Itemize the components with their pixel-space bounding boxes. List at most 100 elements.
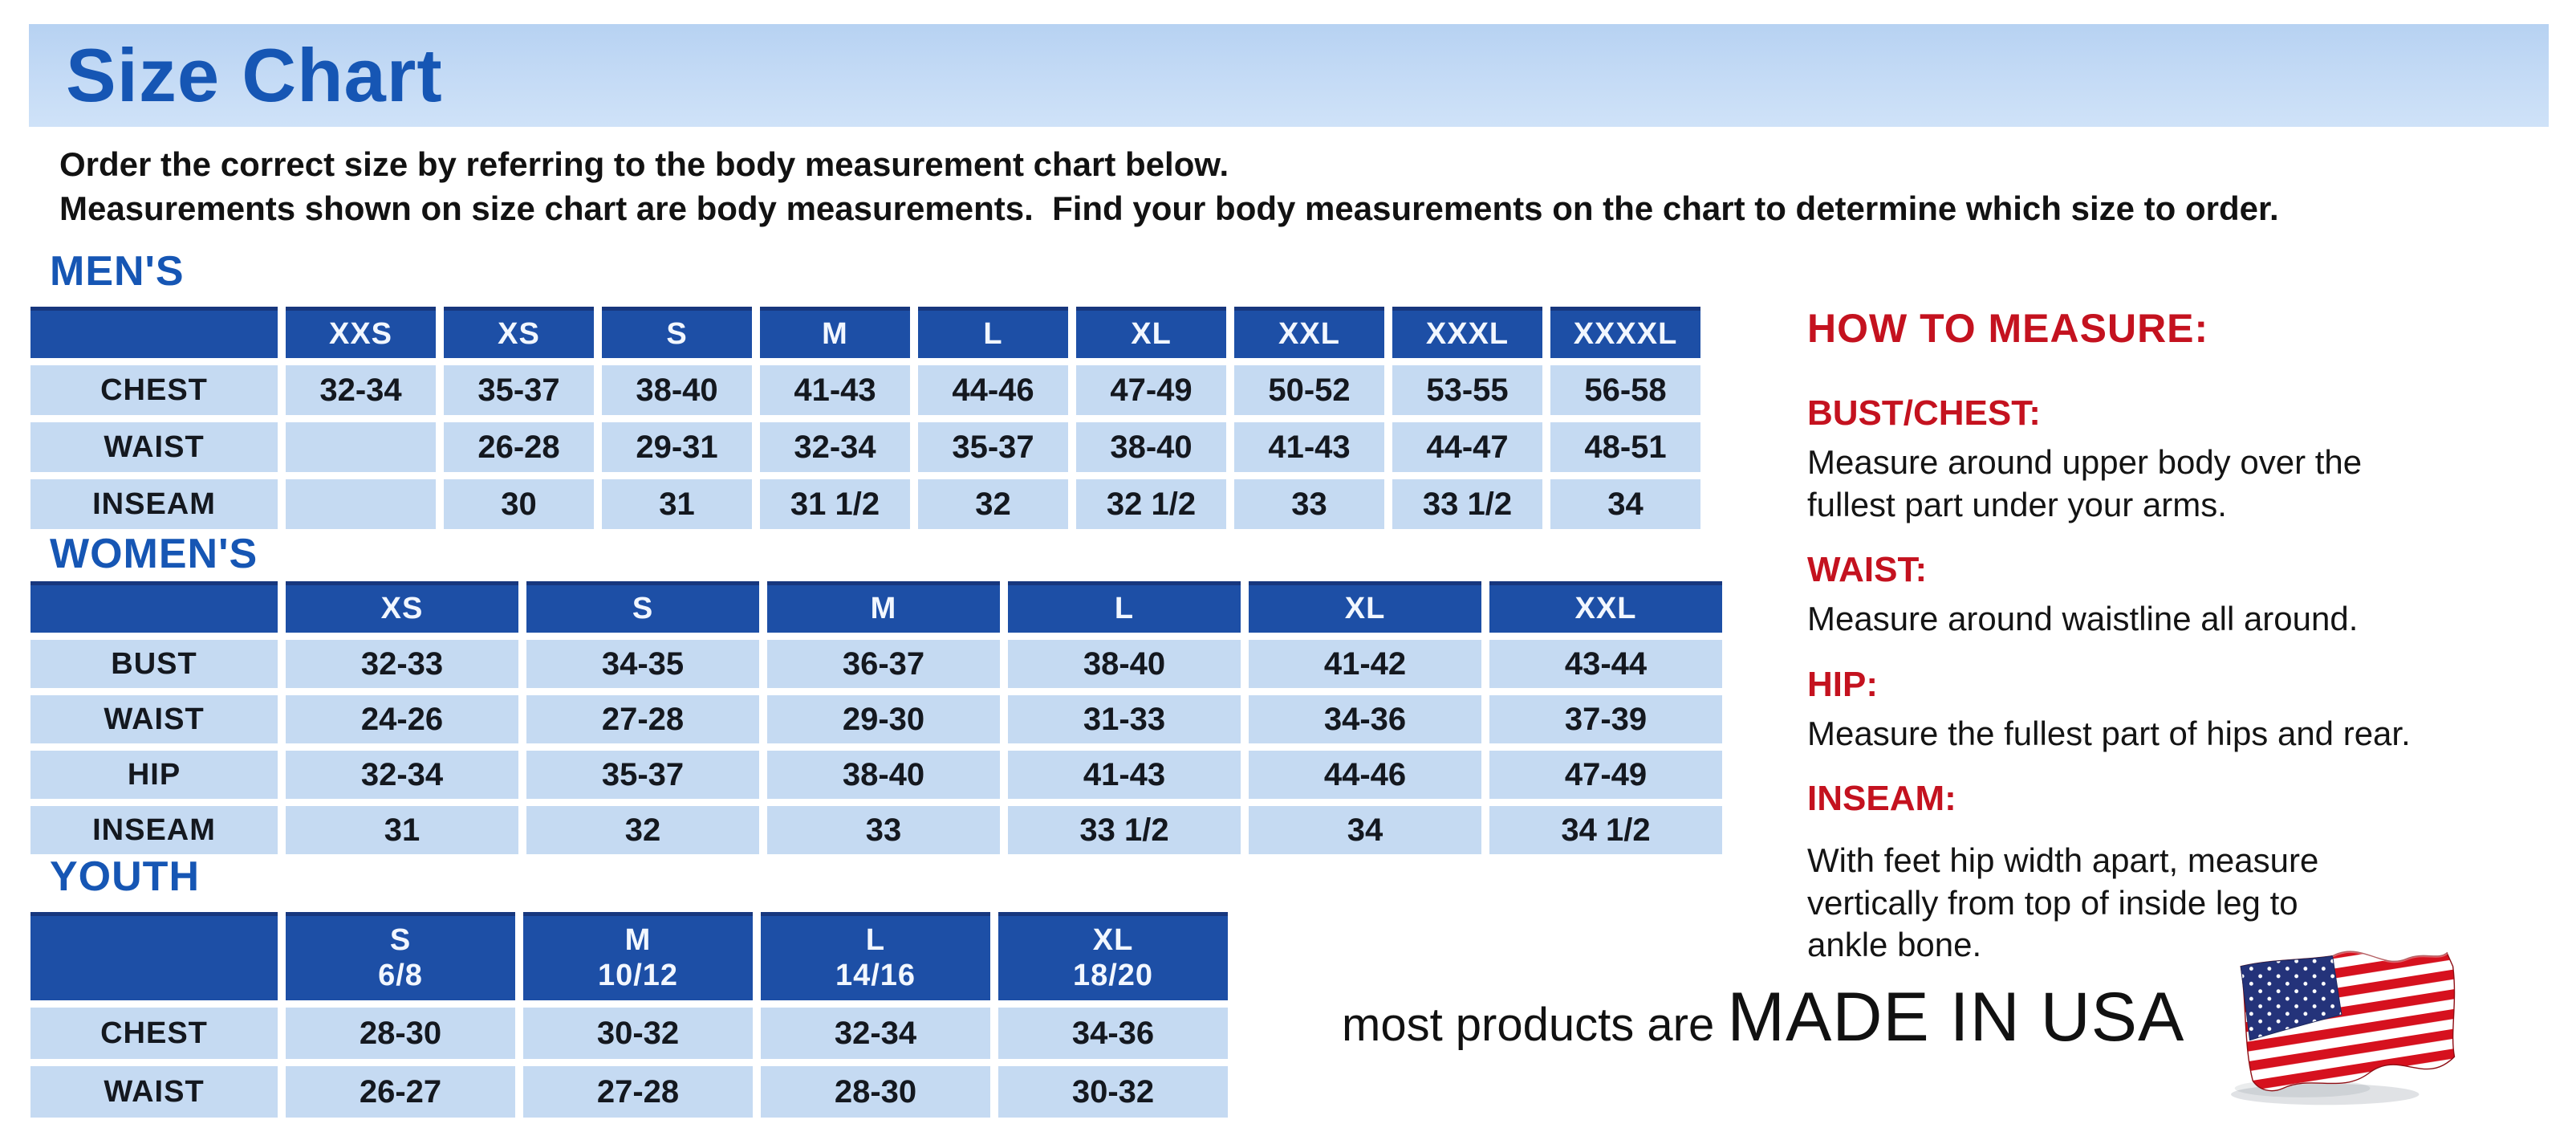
col-header: XL 18/20 — [998, 912, 1228, 1000]
made-in-usa-banner: most products are MADE IN USA — [1342, 923, 2460, 1112]
row-label: CHEST — [30, 1008, 278, 1059]
table-cell: 31 — [602, 479, 752, 529]
table-cell: 31 — [286, 806, 518, 854]
table-cell: 47-49 — [1076, 365, 1226, 415]
table-cell: 32-34 — [286, 751, 518, 799]
col-header: L — [1008, 581, 1241, 633]
table-cell — [286, 479, 436, 529]
made-in-usa-text: most products are MADE IN USA — [1342, 978, 2184, 1057]
table-cell: 24-26 — [286, 695, 518, 743]
col-header: XXXXL — [1550, 307, 1700, 358]
youth-size-table: S 6/8 M 10/12 L 14/16 XL 18/20 CHEST 28-30 30-32 32… — [30, 912, 1228, 1118]
col-header: L 14/16 — [761, 912, 990, 1000]
table-cell: 28-30 — [286, 1008, 515, 1059]
row-label: INSEAM — [30, 806, 278, 854]
table-cell: 34 — [1249, 806, 1481, 854]
table-cell: 44-46 — [918, 365, 1068, 415]
measure-label: INSEAM: — [1807, 779, 1956, 818]
table-cell: 32-34 — [761, 1008, 990, 1059]
measure-item-inseam: INSEAM: With feet hip width apart, measu… — [1807, 779, 2546, 967]
table-cell: 32-34 — [760, 422, 910, 472]
table-cell: 38-40 — [767, 751, 1000, 799]
row-label: WAIST — [30, 1066, 278, 1118]
intro-line-2: Measurements shown on size chart are bod… — [59, 189, 2279, 227]
table-cell: 27-28 — [523, 1066, 753, 1118]
table-cell: 37-39 — [1489, 695, 1722, 743]
table-cell: 34 — [1550, 479, 1700, 529]
section-heading-youth: YOUTH — [50, 853, 200, 900]
measure-label: BUST/CHEST: — [1807, 393, 2041, 433]
col-header: XS — [286, 581, 518, 633]
measure-item-waist: WAIST: Measure around waistline all arou… — [1807, 550, 2546, 641]
table-cell: 48-51 — [1550, 422, 1700, 472]
row-label: WAIST — [30, 695, 278, 743]
table-cell: 29-31 — [602, 422, 752, 472]
table-cell: 32-33 — [286, 640, 518, 688]
table-cell: 53-55 — [1392, 365, 1542, 415]
intro-text: Order the correct size by referring to t… — [59, 143, 2279, 230]
table-cell: 33 — [1234, 479, 1384, 529]
row-label: HIP — [30, 751, 278, 799]
table-cell: 33 1/2 — [1008, 806, 1241, 854]
us-flag-icon — [2220, 923, 2460, 1112]
table-cell: 43-44 — [1489, 640, 1722, 688]
table-cell: 36-37 — [767, 640, 1000, 688]
how-to-measure-panel: HOW TO MEASURE: BUST/CHEST: Measure arou… — [1807, 305, 2546, 967]
col-header: S — [526, 581, 759, 633]
table-cell: 32 1/2 — [1076, 479, 1226, 529]
measure-text: Measure the fullest part of hips and rea… — [1807, 714, 2411, 752]
table-cell: 30 — [444, 479, 594, 529]
table-cell: 34-35 — [526, 640, 759, 688]
table-cell: 28-30 — [761, 1066, 990, 1118]
table-cell: 38-40 — [1076, 422, 1226, 472]
measure-text: With feet hip width apart, measure verti… — [1807, 841, 2319, 963]
table-cell: 41-42 — [1249, 640, 1481, 688]
mens-size-table: XXS XS S M L XL XXL XXXL XXXXL CHEST 32-34 35-37 38-… — [30, 307, 1700, 529]
table-cell: 44-46 — [1249, 751, 1481, 799]
measure-text: Measure around upper body over the fulle… — [1807, 443, 2363, 523]
table-cell: 27-28 — [526, 695, 759, 743]
col-header: M — [767, 581, 1000, 633]
table-cell: 38-40 — [602, 365, 752, 415]
table-cell: 41-43 — [760, 365, 910, 415]
section-heading-womens: WOMEN'S — [50, 531, 258, 577]
col-header: XXL — [1234, 307, 1384, 358]
col-header: XL — [1249, 581, 1481, 633]
measure-item-bust-chest: BUST/CHEST: Measure around upper body ov… — [1807, 393, 2546, 526]
table-corner-header — [30, 581, 278, 633]
measure-label: WAIST: — [1807, 550, 1928, 589]
table-cell: 34 1/2 — [1489, 806, 1722, 854]
table-cell: 35-37 — [918, 422, 1068, 472]
table-cell: 26-28 — [444, 422, 594, 472]
table-cell: 31 1/2 — [760, 479, 910, 529]
table-cell: 33 — [767, 806, 1000, 854]
col-header: S — [602, 307, 752, 358]
table-cell: 35-37 — [444, 365, 594, 415]
page-title: Size Chart — [66, 33, 443, 117]
table-cell: 32-34 — [286, 365, 436, 415]
table-cell: 31-33 — [1008, 695, 1241, 743]
table-cell: 32 — [526, 806, 759, 854]
table-cell: 30-32 — [998, 1066, 1228, 1118]
table-cell: 29-30 — [767, 695, 1000, 743]
col-header: M — [760, 307, 910, 358]
row-label: BUST — [30, 640, 278, 688]
table-cell: 34-36 — [1249, 695, 1481, 743]
col-header: XXL — [1489, 581, 1722, 633]
col-header: XS — [444, 307, 594, 358]
table-cell: 30-32 — [523, 1008, 753, 1059]
table-cell: 50-52 — [1234, 365, 1384, 415]
col-header: L — [918, 307, 1068, 358]
womens-size-table: XS S M L XL XXL BUST 32-33 34-35 36-37 38-40 41-42 4… — [30, 581, 1722, 854]
made-in-usa-emphasis: MADE IN USA — [1727, 979, 2185, 1056]
col-header: XXXL — [1392, 307, 1542, 358]
row-label: INSEAM — [30, 479, 278, 529]
page-title-banner: Size Chart — [29, 24, 2549, 127]
table-cell: 38-40 — [1008, 640, 1241, 688]
table-corner-header — [30, 307, 278, 358]
table-cell: 26-27 — [286, 1066, 515, 1118]
col-header: M 10/12 — [523, 912, 753, 1000]
table-cell: 41-43 — [1234, 422, 1384, 472]
table-cell — [286, 422, 436, 472]
table-cell: 56-58 — [1550, 365, 1700, 415]
